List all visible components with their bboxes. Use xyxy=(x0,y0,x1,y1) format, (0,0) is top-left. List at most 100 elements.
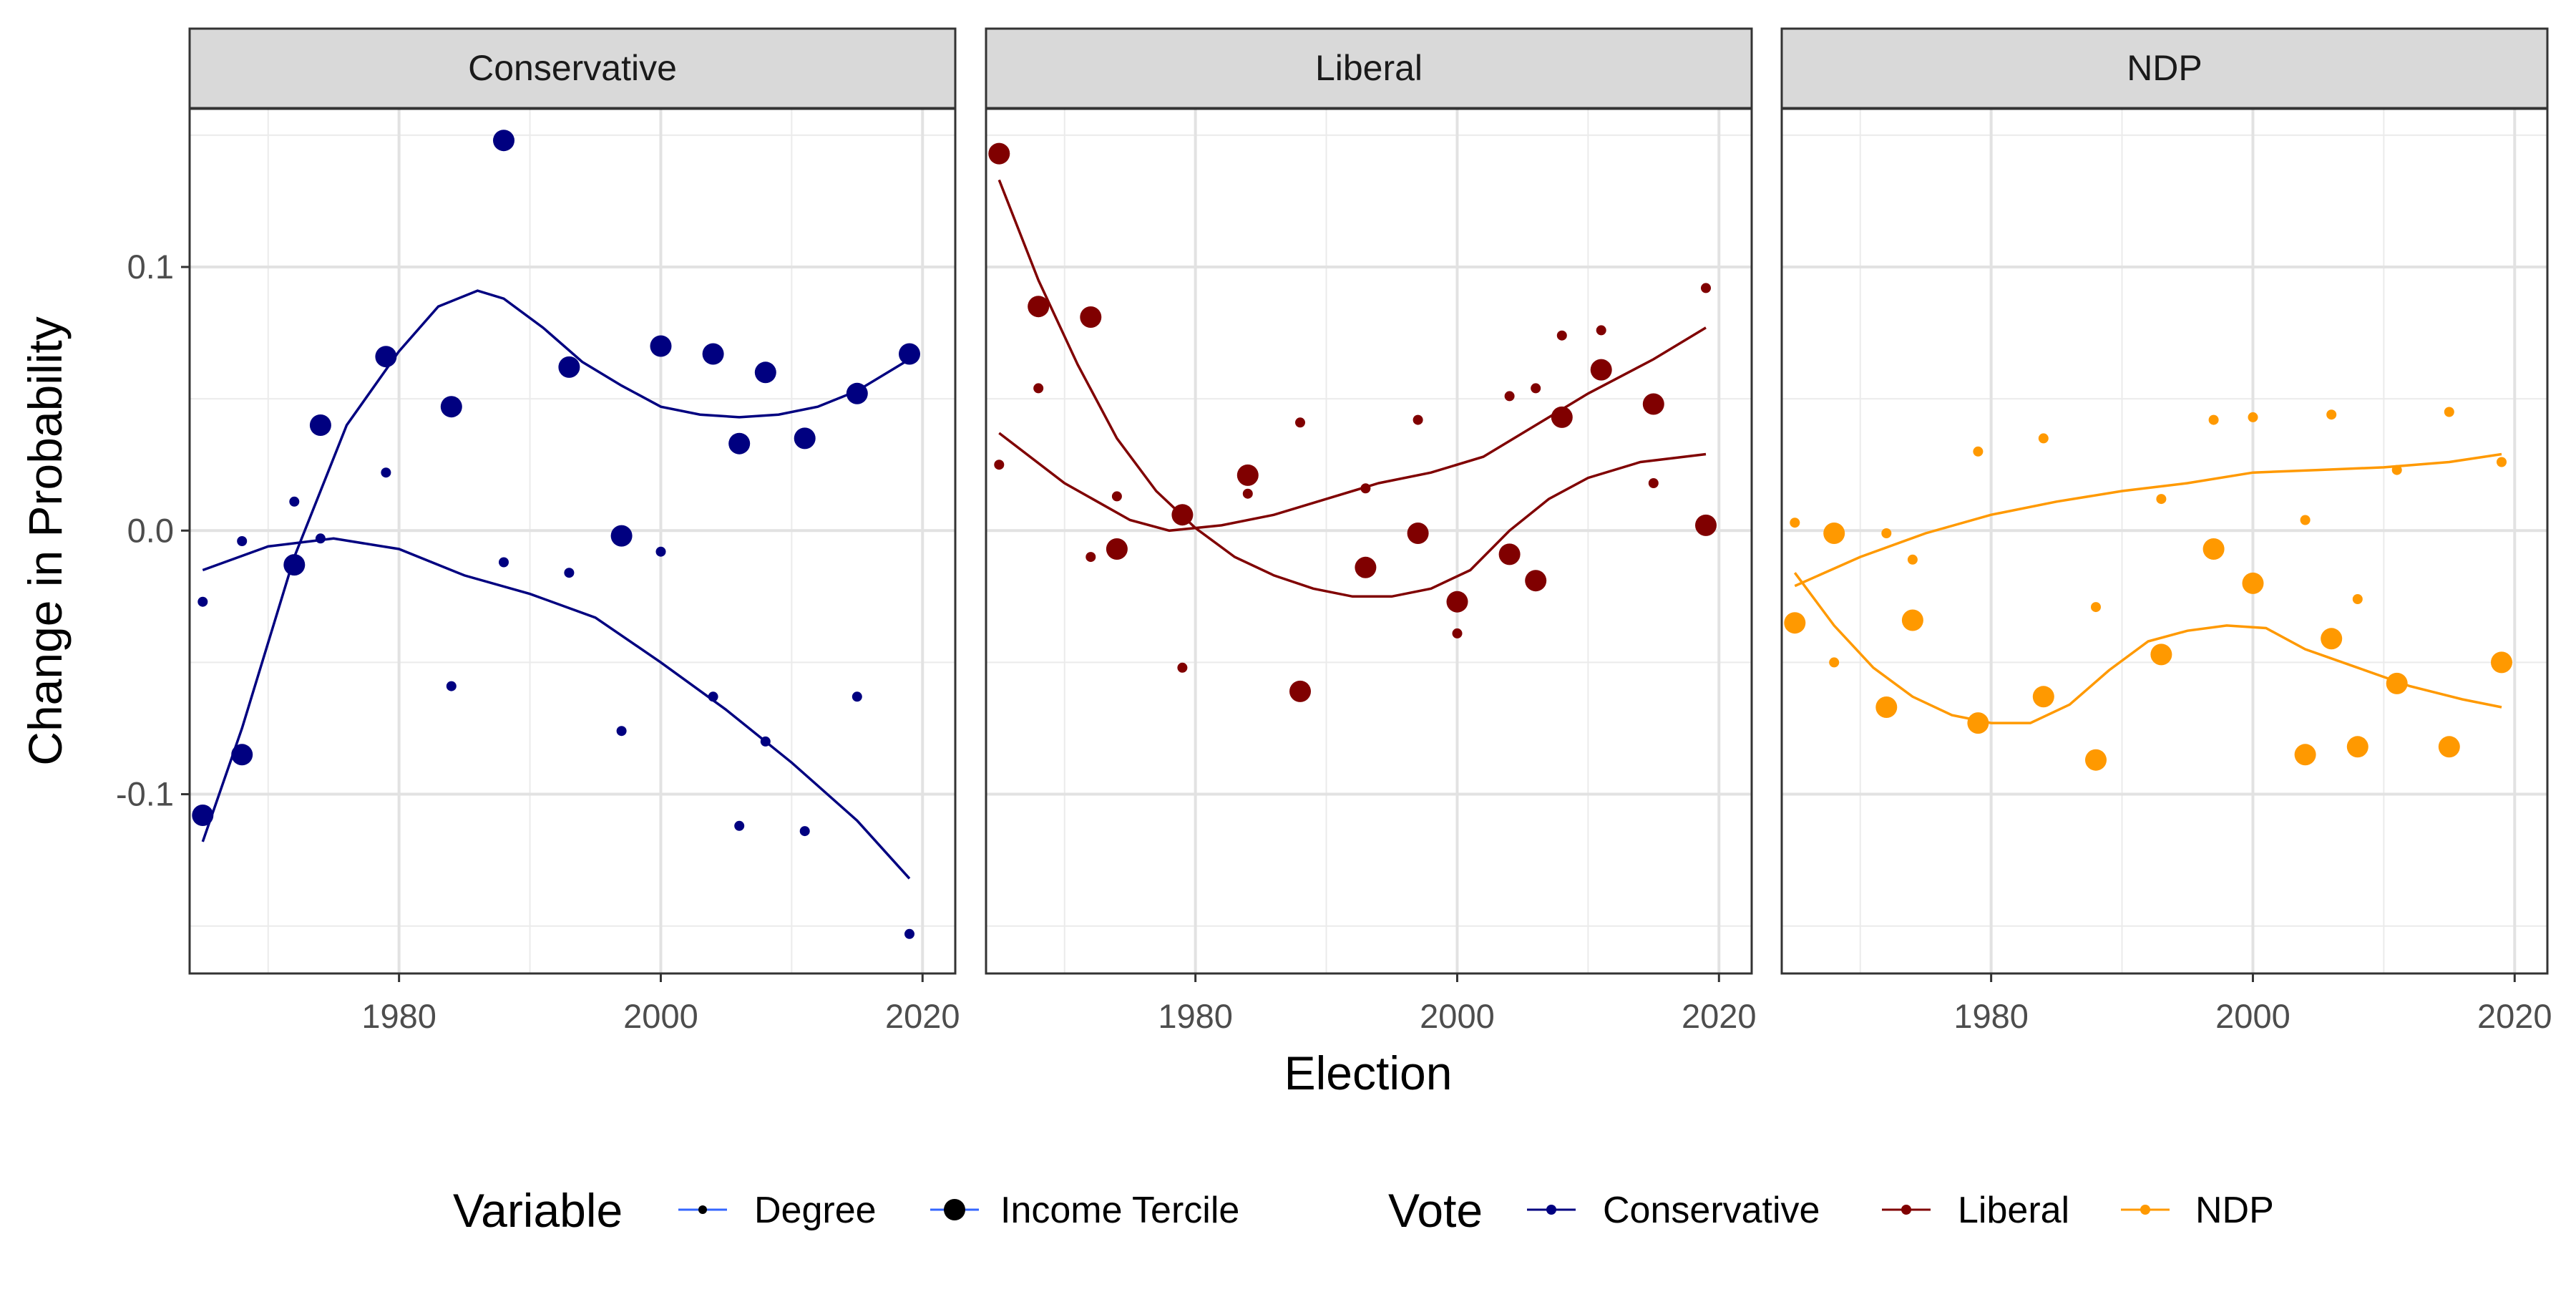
point-degree xyxy=(1556,330,1567,341)
point-income-tercile xyxy=(1171,504,1194,526)
point-degree xyxy=(499,557,509,568)
facet-strip xyxy=(188,27,957,110)
point-degree xyxy=(708,691,718,702)
legend-label-income-tercile: Income Tercile xyxy=(1000,1190,1239,1231)
x-tick-label: 2000 xyxy=(2215,997,2290,1035)
point-income-tercile xyxy=(1875,696,1898,718)
panel-background xyxy=(1782,109,2547,973)
point-income-tercile xyxy=(1355,556,1377,578)
point-degree xyxy=(1504,391,1515,402)
panel-conservative: Conservative 1980 2000 2020 xyxy=(188,27,960,1035)
point-income-tercile xyxy=(283,554,306,576)
point-income-tercile xyxy=(2032,686,2054,708)
point-income-tercile xyxy=(1784,612,1806,634)
point-degree xyxy=(994,460,1005,470)
panel-ndp: NDP 1980 2000 2020 xyxy=(1780,27,2552,1035)
point-degree xyxy=(315,533,326,544)
legend-key-point-ndp xyxy=(2140,1205,2150,1215)
facet-strip-label: Conservative xyxy=(468,48,677,88)
trend-line-degree xyxy=(998,326,1707,533)
point-income-tercile xyxy=(2321,628,2343,650)
point-degree xyxy=(197,596,208,607)
point-income-tercile xyxy=(728,432,751,455)
point-degree xyxy=(2326,409,2337,420)
y-tick-label: -0.1 xyxy=(116,775,174,813)
point-income-tercile xyxy=(2150,643,2172,666)
point-income-tercile xyxy=(231,744,253,766)
point-degree xyxy=(1085,552,1096,563)
point-degree xyxy=(1295,417,1305,428)
point-income-tercile xyxy=(2085,749,2107,771)
point-income-tercile xyxy=(2294,744,2316,766)
point-income-tercile xyxy=(1551,406,1573,428)
point-degree xyxy=(2391,465,2402,475)
point-degree xyxy=(760,736,771,747)
x-tick-label: 2020 xyxy=(1682,997,1757,1035)
point-degree xyxy=(1790,518,1800,528)
point-income-tercile xyxy=(702,343,724,365)
point-degree xyxy=(2497,457,2507,467)
point-degree xyxy=(1531,383,1541,394)
legend-title-variable: Variable xyxy=(453,1184,623,1237)
trend-line-income-tercile xyxy=(1793,572,2502,724)
x-tick-label: 1980 xyxy=(1158,997,1233,1035)
point-income-tercile xyxy=(1446,591,1468,613)
legend-key-point-conservative xyxy=(1546,1205,1556,1215)
point-degree xyxy=(1701,283,1711,293)
point-income-tercile xyxy=(610,525,633,547)
legend-label-ndp: NDP xyxy=(2195,1190,2274,1231)
point-income-tercile xyxy=(899,343,920,365)
x-axis-title: Election xyxy=(1284,1046,1453,1099)
point-income-tercile xyxy=(558,356,580,378)
point-income-tercile xyxy=(2202,538,2225,560)
point-degree xyxy=(1907,554,1918,565)
legend-key-point-liberal xyxy=(1901,1205,1911,1215)
point-degree xyxy=(564,568,575,578)
point-degree xyxy=(2248,412,2258,422)
point-degree xyxy=(2300,515,2311,525)
legend-title-vote: Vote xyxy=(1388,1184,1483,1237)
point-income-tercile xyxy=(988,142,1010,165)
trend-line-income-tercile xyxy=(201,289,910,842)
point-income-tercile xyxy=(1823,523,1845,544)
point-degree xyxy=(289,496,300,507)
point-degree xyxy=(2156,494,2167,505)
y-axis-title: Change in Probability xyxy=(19,316,72,765)
facet-strip xyxy=(1780,27,2549,110)
point-degree xyxy=(1413,414,1423,425)
point-income-tercile xyxy=(1028,296,1050,318)
point-degree xyxy=(799,826,810,837)
point-income-tercile xyxy=(1289,680,1311,702)
point-income-tercile xyxy=(2346,736,2368,758)
point-income-tercile xyxy=(309,414,331,436)
point-degree xyxy=(1242,488,1253,499)
facet-strip-label: NDP xyxy=(2127,48,2202,88)
x-tick-label: 2000 xyxy=(1420,997,1495,1035)
point-degree xyxy=(2091,602,2101,613)
point-degree xyxy=(904,928,914,939)
point-degree xyxy=(381,467,391,478)
point-income-tercile xyxy=(1695,514,1717,536)
point-income-tercile xyxy=(1642,393,1664,415)
point-income-tercile xyxy=(1590,359,1612,381)
point-income-tercile xyxy=(375,346,397,368)
point-income-tercile xyxy=(1525,570,1547,592)
point-degree xyxy=(1452,628,1463,638)
legend-label-conservative: Conservative xyxy=(1603,1190,1820,1231)
facet-strip xyxy=(985,27,1753,110)
point-income-tercile xyxy=(2386,672,2408,694)
point-income-tercile xyxy=(1407,523,1429,544)
point-income-tercile xyxy=(1080,306,1102,328)
point-income-tercile xyxy=(440,396,462,418)
x-tick-label: 1980 xyxy=(1953,997,2029,1035)
point-degree xyxy=(1111,491,1122,502)
legend-key-point-degree xyxy=(698,1205,707,1214)
x-tick-label: 2000 xyxy=(623,997,698,1035)
y-tick-label: 0.1 xyxy=(127,248,174,286)
point-degree xyxy=(2352,594,2363,604)
legend-key-point-income-tercile xyxy=(944,1199,965,1220)
point-degree xyxy=(1648,478,1659,488)
x-tick-label: 2020 xyxy=(885,997,960,1035)
